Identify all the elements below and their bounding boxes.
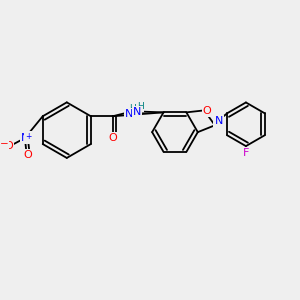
Text: O: O bbox=[203, 106, 212, 116]
Text: O: O bbox=[23, 150, 32, 160]
Text: N: N bbox=[214, 116, 223, 126]
Text: O: O bbox=[4, 141, 14, 151]
Text: H: H bbox=[129, 104, 136, 113]
Text: N: N bbox=[125, 109, 134, 119]
Text: N: N bbox=[21, 133, 29, 143]
Text: −: − bbox=[0, 139, 8, 149]
Text: F: F bbox=[243, 148, 249, 158]
Text: O: O bbox=[108, 133, 117, 143]
Text: N: N bbox=[133, 107, 141, 117]
Text: +: + bbox=[25, 132, 32, 141]
Text: H: H bbox=[137, 102, 143, 111]
